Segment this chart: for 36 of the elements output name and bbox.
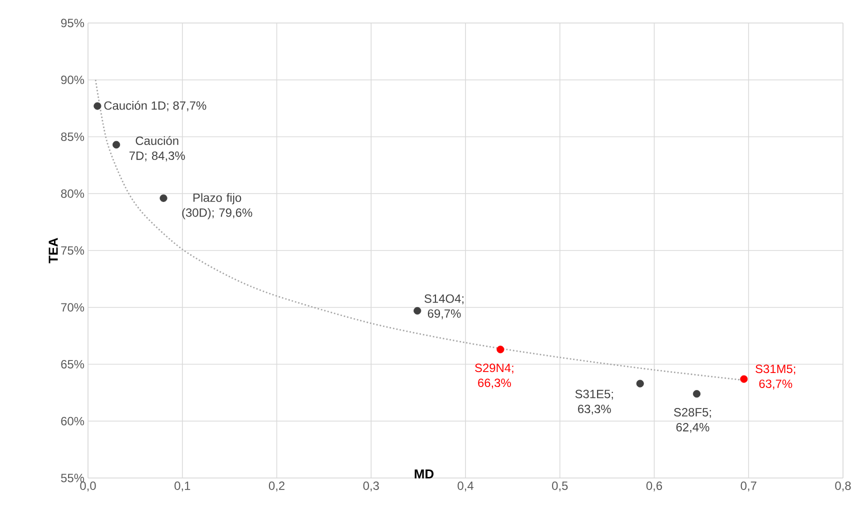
annotation: S28F5; 62,4% xyxy=(674,408,711,433)
y-tick-label: 85% xyxy=(61,132,84,141)
x-tick-label: 0,8 xyxy=(835,482,851,492)
point xyxy=(160,194,168,202)
y-tick-label: 90% xyxy=(61,76,84,84)
annotation: S31E5; 63,3% xyxy=(575,390,613,415)
annotation: Caución 1D; 87,7% xyxy=(104,100,206,112)
y-axis-title: TEA xyxy=(48,238,58,264)
y-tick-label: 95% xyxy=(61,18,84,28)
annotation: Plazo fijo (30D); 79,6% xyxy=(182,193,252,220)
x-axis-title: MD xyxy=(414,470,434,478)
point xyxy=(740,375,748,383)
x-tick-label: 0,4 xyxy=(458,482,474,492)
x-tick-label: 0,1 xyxy=(174,482,190,492)
x-tick-label: 0,5 xyxy=(552,482,568,492)
point xyxy=(692,390,701,398)
annotation: S29N4; 66,3% xyxy=(475,364,514,388)
point xyxy=(414,307,422,315)
x-tick-label: 0,0 xyxy=(80,482,96,492)
point xyxy=(496,346,504,354)
annotation: Caución 7D; 84,3% xyxy=(129,136,185,162)
x-tick-label: 0,3 xyxy=(363,482,379,492)
x-tick-label: 0,7 xyxy=(740,482,756,492)
point xyxy=(94,102,102,110)
annotation: S31M5; 63,7% xyxy=(756,364,796,390)
annotation: S14O4; 69,7% xyxy=(424,294,464,320)
y-tick-label: 75% xyxy=(61,246,84,255)
x-tick-label: 0,6 xyxy=(646,482,662,492)
y-tick-label: 60% xyxy=(61,416,84,426)
point xyxy=(636,380,644,388)
x-tick-label: 0,2 xyxy=(268,482,284,492)
y-tick-label: 65% xyxy=(61,360,84,368)
y-tick-label: 70% xyxy=(61,303,84,312)
point xyxy=(112,140,120,148)
y-tick-label: 55% xyxy=(61,474,84,482)
y-tick-label: 80% xyxy=(61,189,84,198)
